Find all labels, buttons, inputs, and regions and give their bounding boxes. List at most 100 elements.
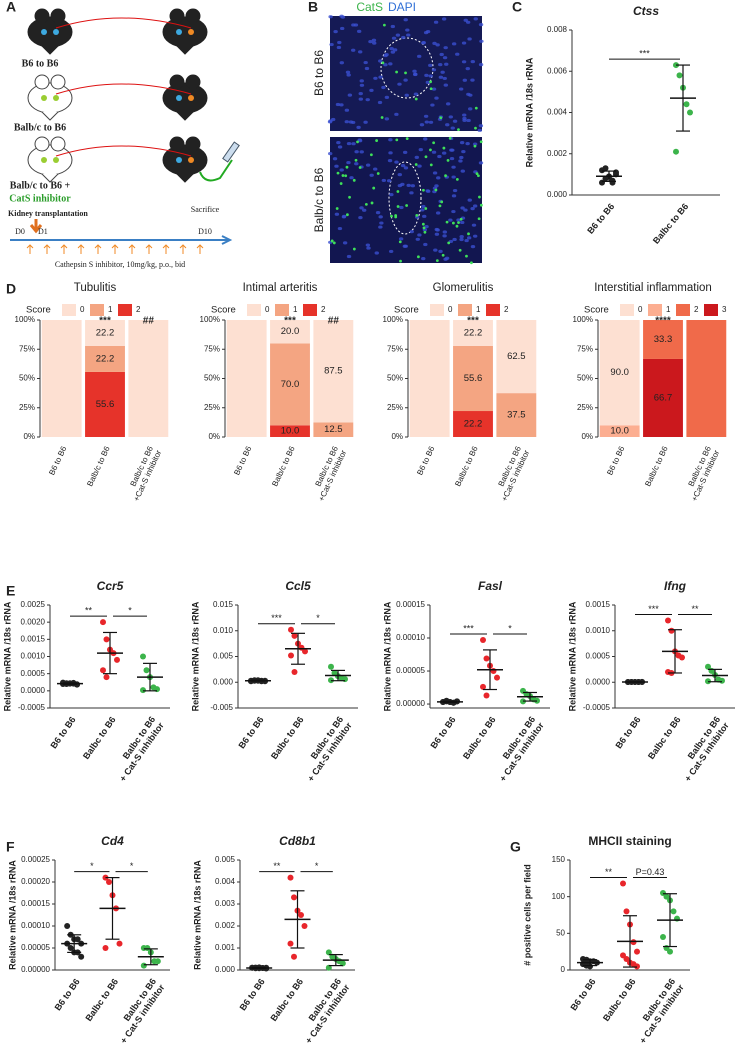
nucleus [431,150,437,154]
nucleus [456,218,461,222]
significance-label: *** [99,316,111,327]
nucleus [378,215,383,219]
nucleus [344,120,349,124]
bar-segment [313,422,354,437]
micrographs: CatS DAPI B6 to B6 Balb/c to B6 [312,0,484,265]
data-label: 66.7 [654,392,673,403]
bar-segment [128,320,169,437]
y-tick-label: 0.0020 [21,617,46,626]
data-point [67,945,74,951]
data-point [613,169,619,176]
stain-dot [395,138,399,142]
stain-dot [380,116,384,119]
nucleus [384,95,390,100]
data-point [144,945,151,951]
panel-label: G [510,839,521,855]
row-label: B6 to B6 [22,58,59,69]
y-tick-label: 0.006 [547,66,568,75]
bar-segment [643,358,683,437]
data-point [602,165,609,172]
stain-dot [477,217,481,221]
stain-dot [344,174,348,178]
y-tick-label: 0.0015 [21,634,46,643]
stain-dot [332,241,336,245]
mice-diagram: B6 to B6 Balb/c to B6 Balb/c to B6 + Cat… [8,8,240,269]
x-tick-label: Balbc to B6 [461,715,498,761]
nucleus [386,179,392,183]
legend-swatch [303,304,317,316]
nucleus [402,150,408,154]
nucleus [478,161,484,165]
data-point [667,948,673,955]
nucleus [397,82,402,86]
panel-label: C [512,0,522,15]
chart-title: MHCII staining [588,834,671,848]
y-tick-label: 100% [573,315,593,324]
significance-label: *** [639,48,650,58]
x-tick-label: B6 to B6 [232,444,253,476]
data-label: 33.3 [654,334,673,345]
legend-label: 0 [265,305,270,314]
nucleus [388,249,394,254]
nucleus [371,38,377,42]
y-tick-label: 100 [552,892,566,901]
nucleus [470,78,475,82]
y-tick-label: 0.000 [213,677,234,686]
stain-dot [440,200,444,204]
x-tick-label: B6 to B6 [53,977,82,1013]
nucleus [359,79,364,83]
stain-dot [405,204,409,207]
x-tick-label: Balb/c to B6 [270,444,297,487]
nucleus [443,257,448,261]
significance-label: * [315,861,319,871]
data-point [287,940,294,947]
nucleus [379,221,384,225]
nucleus [462,78,468,82]
y-tick-label: 25% [577,403,593,412]
x-tick-label: Balbc to B6+ Cat-S inhibitor [295,976,352,1045]
nucleus [347,93,353,97]
legend-swatch [118,304,132,316]
nucleus [366,246,371,250]
significance-label: *** [467,316,479,327]
significance-label: *** [463,623,474,633]
x-tick-label: Balb/c to B6+Cat-S inhibitor [492,444,532,502]
nucleus [468,107,473,111]
y-tick-label: 0.005 [215,855,236,864]
y-tick-label: 75% [387,344,403,353]
y-axis-label: Relative mRNA /18s rRNA [192,860,202,970]
stain-dot [442,146,446,150]
nucleus [463,18,468,22]
nucleus [341,215,347,219]
nucleus [458,159,463,163]
nucleus [451,165,456,169]
nucleus [403,78,408,82]
nucleus [399,205,404,210]
stain-dot [375,139,379,142]
nucleus [388,151,393,155]
x-tick-label: Balb/c to B6+Cat-S inhibitor [682,444,722,502]
stain-dot [405,137,409,141]
data-label: 37.5 [507,410,526,421]
chart-title: Intimal arteritis [243,282,318,294]
legend-label: 2 [136,305,141,314]
nucleus [383,53,388,58]
y-tick-label: 0.008 [547,25,568,34]
y-tick-label: 0.000 [547,190,568,199]
significance-label: ** [85,606,93,616]
y-tick-label: 0.0010 [21,652,46,661]
x-tick-label: Balb/c to B6+Cat-S inhibitor [309,444,349,502]
y-tick-label: 0% [208,432,220,441]
y-tick-label: -0.0005 [583,703,611,712]
nucleus [472,234,478,238]
data-label: 10.0 [281,426,300,437]
stain-dot [370,201,374,205]
nucleus [452,119,458,123]
legend-label: 2 [694,305,699,314]
legend-title: Score [584,305,609,316]
nucleus [387,159,393,163]
legend-swatch [704,304,718,316]
x-tick-label: Balbc to B6 [651,201,690,245]
x-tick-label: Balbc to B6+ Cat-S inhibitor [674,714,731,783]
nucleus [412,69,417,73]
